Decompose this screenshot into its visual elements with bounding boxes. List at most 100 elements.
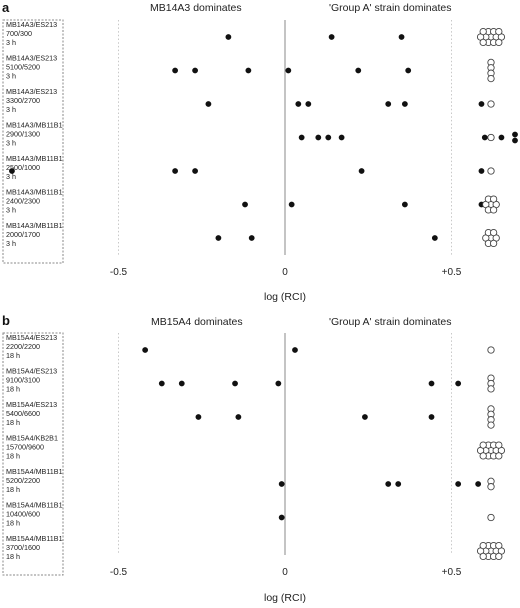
row-label-a-1-1: 5100/5200 (6, 63, 40, 72)
cluster-point-b-3-11 (479, 452, 487, 460)
cluster-point-b-3-7 (479, 441, 487, 449)
cluster-point-b-0-0 (487, 346, 495, 354)
row-label-b-1-0: MB15A4/ES213 (6, 367, 57, 376)
row-label-b-3-1: 15700/9600 (6, 443, 44, 452)
row-label-a-6-0: MB14A3/MB11B1 (6, 221, 63, 230)
row-label-a-5-2: 3 h (6, 206, 16, 215)
row-label-a-0-0: MB14A3/ES213 (6, 20, 57, 29)
point-filled-a-1-1 (172, 67, 179, 74)
point-filled-b-4-2 (385, 481, 392, 487)
x-tick-label-b-2: 0 (282, 567, 288, 578)
point-filled-a-4-3 (358, 168, 365, 174)
cluster-point-a-0-11 (479, 38, 487, 47)
point-filled-b-2-0 (195, 414, 202, 420)
point-filled-b-0-1 (142, 347, 149, 353)
cluster-point-a-1-3 (487, 74, 495, 83)
cluster-point-b-3-8 (495, 441, 503, 449)
point-filled-b-2-2 (362, 414, 368, 420)
point-filled-b-1-0 (158, 380, 165, 387)
point-filled-a-2-4 (401, 101, 408, 107)
row-label-a-2-1: 3300/2700 (6, 96, 40, 105)
plot-area-b: -1.0-0.50+0.5+1.0MB15A4/ES2132200/220018… (2, 332, 506, 578)
row-label-a-6-2: 3 h (6, 239, 16, 248)
x-tick-label-a-1: -0.5 (110, 267, 128, 278)
row-label-a-4-1: 2500/1000 (6, 163, 40, 172)
cluster-point-b-6-12 (495, 552, 503, 561)
point-filled-b-4-1 (278, 481, 285, 487)
cluster-point-b-4-1 (487, 483, 495, 491)
x-tick-label-b-1: -0.5 (110, 567, 128, 578)
row-label-b-5-0: MB15A4/MB11B1 (6, 501, 63, 510)
row-label-a-6-1: 2000/1700 (6, 230, 40, 239)
row-label-b-6-0: MB15A4/MB11B1 (6, 534, 63, 543)
left-heading-a: MB14A3 dominates (150, 2, 242, 14)
point-filled-b-4-3 (395, 481, 402, 487)
point-filled-a-6-1 (215, 235, 222, 241)
point-filled-a-3-5 (498, 134, 505, 141)
point-filled-a-1-5 (355, 67, 362, 74)
row-label-a-5-0: MB14A3/MB11B1 (6, 188, 63, 197)
row-label-b-0-0: MB15A4/ES213 (6, 333, 57, 342)
cluster-point-b-1-2 (487, 385, 495, 393)
point-filled-b-0-2 (292, 347, 298, 353)
panel-letter-b: b (2, 313, 10, 328)
point-filled-b-5-0 (278, 514, 285, 521)
row-label-b-0-1: 2200/2200 (6, 342, 40, 351)
panel-a: a MB14A3 dominates 'Group A' strain domi… (2, 0, 518, 303)
point-filled-a-1-6 (405, 67, 412, 74)
row-label-a-2-2: 3 h (6, 105, 16, 114)
point-filled-a-4-1 (172, 168, 179, 174)
point-filled-a-0-0 (225, 34, 232, 40)
row-label-b-5-2: 18 h (6, 519, 20, 528)
point-filled-a-3-0 (298, 134, 305, 141)
row-label-a-0-2: 3 h (6, 38, 16, 47)
row-label-a-3-0: MB14A3/MB11B1 (6, 121, 63, 130)
point-offscale-a-3-0 (512, 131, 518, 138)
cluster-point-b-5-0 (487, 513, 495, 522)
point-filled-a-2-0 (205, 101, 212, 107)
point-filled-a-3-3 (338, 134, 345, 141)
cluster-point-b-6-7 (479, 541, 487, 550)
row-label-b-2-0: MB15A4/ES213 (6, 400, 57, 409)
point-filled-a-2-1 (295, 101, 302, 107)
point-filled-a-5-1 (288, 201, 295, 208)
point-filled-b-2-3 (428, 414, 435, 420)
row-label-b-1-2: 18 h (6, 385, 20, 394)
row-label-b-6-1: 3700/1600 (6, 543, 40, 552)
row-label-a-4-0: MB14A3/MB11B1 (6, 154, 63, 163)
x-tick-label-a-3: +0.5 (442, 267, 462, 278)
cluster-point-b-6-11 (479, 552, 487, 561)
cluster-point-a-0-7 (479, 27, 487, 36)
x-tick-label-a-2: 0 (282, 267, 288, 278)
point-filled-a-3-4 (481, 134, 488, 141)
point-filled-b-2-1 (235, 414, 242, 420)
point-filled-a-2-3 (385, 101, 392, 107)
panel-b: b MB15A4 dominates 'Group A' strain domi… (2, 313, 506, 604)
right-heading-a: 'Group A' strain dominates (329, 2, 452, 14)
cluster-point-b-3-12 (495, 452, 503, 460)
row-label-b-3-0: MB15A4/KB2B1 (6, 434, 58, 443)
point-filled-b-1-2 (232, 380, 238, 387)
x-axis-label-a: log (RCI) (264, 291, 306, 303)
point-filled-b-1-1 (178, 380, 185, 387)
right-heading-b: 'Group A' strain dominates (329, 316, 452, 328)
row-label-b-4-2: 18 h (6, 485, 20, 494)
point-filled-a-6-3 (431, 235, 438, 241)
point-filled-a-0-2 (398, 34, 405, 40)
point-filled-a-4-0 (9, 168, 15, 174)
point-filled-a-1-4 (285, 67, 292, 74)
row-label-box-a (2, 19, 64, 264)
point-offscale-a-3-1 (512, 137, 518, 144)
cluster-point-a-6-6 (489, 239, 498, 248)
